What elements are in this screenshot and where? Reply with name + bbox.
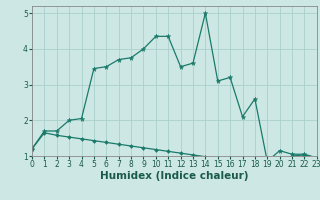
X-axis label: Humidex (Indice chaleur): Humidex (Indice chaleur) [100, 171, 249, 181]
